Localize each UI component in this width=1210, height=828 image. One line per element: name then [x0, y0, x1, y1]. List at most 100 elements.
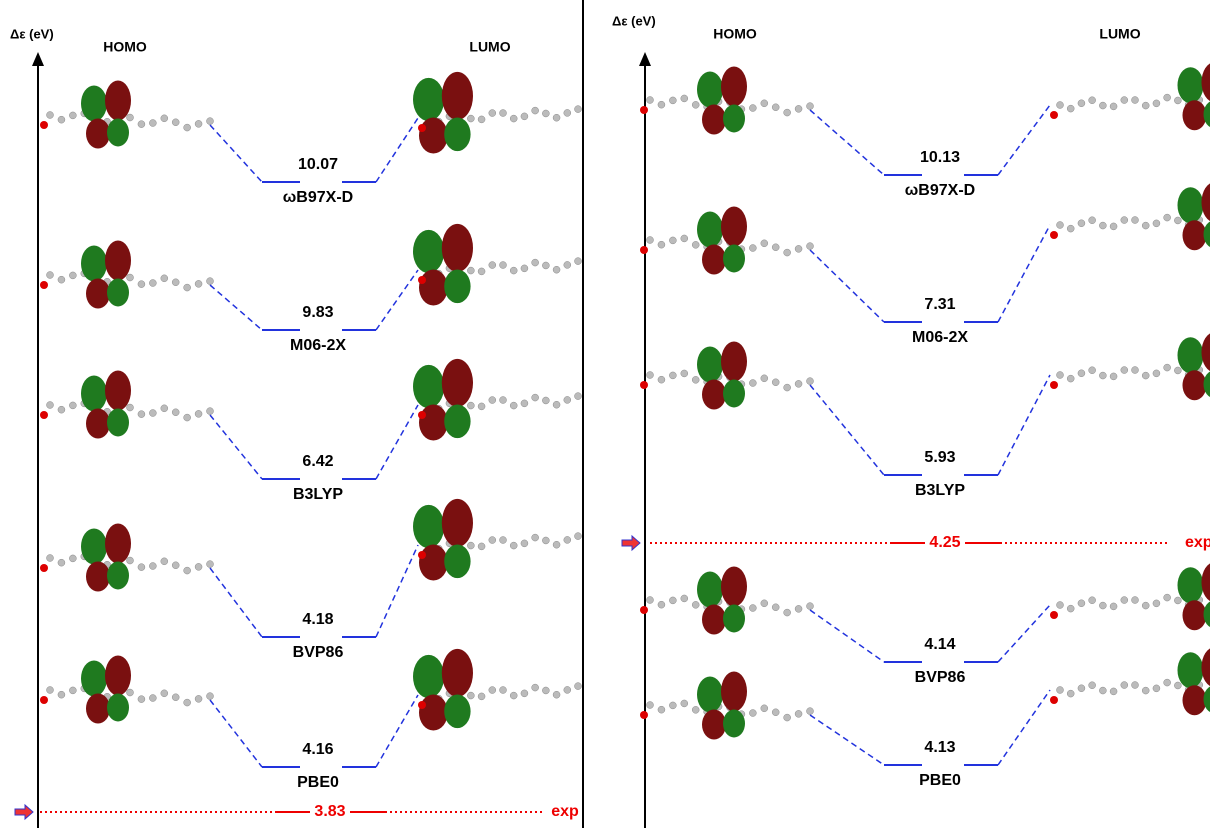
- atom: [640, 606, 648, 614]
- atom: [509, 401, 518, 410]
- atom: [40, 121, 48, 129]
- atom: [531, 106, 539, 115]
- atom: [794, 710, 803, 718]
- atom: [542, 261, 550, 270]
- orbital-lobe: [723, 244, 745, 273]
- atom: [520, 264, 529, 273]
- atom: [771, 243, 780, 252]
- atom: [1056, 601, 1064, 609]
- atom: [552, 400, 561, 409]
- orbital-lobe: [1182, 600, 1207, 631]
- atom: [1066, 104, 1075, 113]
- atom: [1163, 593, 1171, 602]
- gap-value: 9.83: [302, 304, 333, 321]
- atom: [194, 410, 203, 418]
- atom: [46, 686, 54, 694]
- orbital-lobe: [1201, 63, 1210, 102]
- orbital-lobe: [441, 358, 473, 407]
- atom: [1056, 371, 1064, 379]
- atom: [542, 536, 550, 545]
- orbital-lobe: [413, 504, 445, 549]
- orbital-lobe: [1201, 648, 1210, 687]
- atom: [1066, 224, 1075, 233]
- atom: [1099, 686, 1107, 695]
- orbital-lobe: [419, 544, 448, 581]
- atom: [749, 244, 757, 252]
- atom: [1141, 686, 1150, 695]
- atom: [126, 113, 134, 122]
- atom: [1174, 681, 1182, 690]
- atom: [1056, 221, 1064, 229]
- atom: [488, 261, 497, 269]
- orbital-lobe: [81, 85, 107, 122]
- atom: [646, 96, 654, 104]
- atom: [171, 278, 180, 287]
- method-label: ωB97X-D: [905, 182, 975, 199]
- atom: [680, 234, 689, 243]
- method-label: BVP86: [293, 644, 344, 661]
- atom: [563, 396, 572, 404]
- atom: [69, 111, 77, 120]
- method-label: B3LYP: [293, 486, 343, 503]
- atom: [1099, 221, 1107, 230]
- atom: [46, 111, 54, 119]
- atom: [160, 404, 169, 413]
- atom: [477, 692, 486, 701]
- gap-value: 5.93: [924, 449, 955, 466]
- atom: [531, 533, 539, 542]
- atom: [1066, 374, 1075, 383]
- atom: [183, 698, 191, 707]
- atom: [126, 273, 134, 282]
- homo-label: HOMO: [713, 26, 757, 42]
- atom: [1131, 366, 1139, 374]
- atom: [488, 109, 497, 117]
- atom: [1088, 216, 1096, 224]
- atom: [1066, 604, 1075, 613]
- atom: [760, 239, 769, 248]
- atom: [680, 594, 689, 603]
- gap-value: 4.13: [924, 739, 955, 756]
- atom: [794, 105, 803, 113]
- atom: [640, 711, 648, 719]
- method-label: ωB97X-D: [283, 189, 353, 206]
- atom: [488, 686, 497, 694]
- orbital-lobe: [702, 709, 726, 740]
- atom: [574, 392, 582, 400]
- atom: [1050, 611, 1058, 619]
- orbital-lobe: [702, 604, 726, 635]
- atom: [418, 411, 426, 419]
- atom: [520, 112, 529, 121]
- orbital-lobe: [86, 561, 110, 592]
- atom: [1174, 596, 1182, 605]
- atom: [509, 541, 518, 550]
- gap-value: 4.16: [302, 741, 333, 758]
- exp-arrow: [621, 534, 641, 552]
- atom: [194, 280, 203, 288]
- atom: [1174, 216, 1182, 225]
- atom: [46, 271, 54, 279]
- orbital-lobe: [1182, 220, 1207, 251]
- orbital-lobe: [81, 660, 107, 697]
- atom: [771, 103, 780, 112]
- atom: [1174, 96, 1182, 105]
- atom: [499, 109, 507, 117]
- orbital-lobe: [105, 370, 131, 411]
- atom: [552, 690, 561, 699]
- atom: [1131, 596, 1139, 604]
- atom: [1109, 222, 1118, 231]
- atom: [46, 401, 54, 409]
- atom: [680, 369, 689, 378]
- orbital-lobe: [107, 118, 129, 147]
- atom: [760, 599, 769, 608]
- atom: [160, 689, 169, 698]
- atom: [40, 564, 48, 572]
- atom: [657, 100, 666, 109]
- orbital-lobe: [721, 66, 747, 107]
- atom: [1088, 96, 1096, 104]
- atom: [669, 371, 677, 380]
- atom: [646, 371, 654, 379]
- orbital-lobe: [107, 408, 129, 437]
- atom: [509, 691, 518, 700]
- gap-value: 7.31: [924, 296, 955, 313]
- atom: [563, 109, 572, 117]
